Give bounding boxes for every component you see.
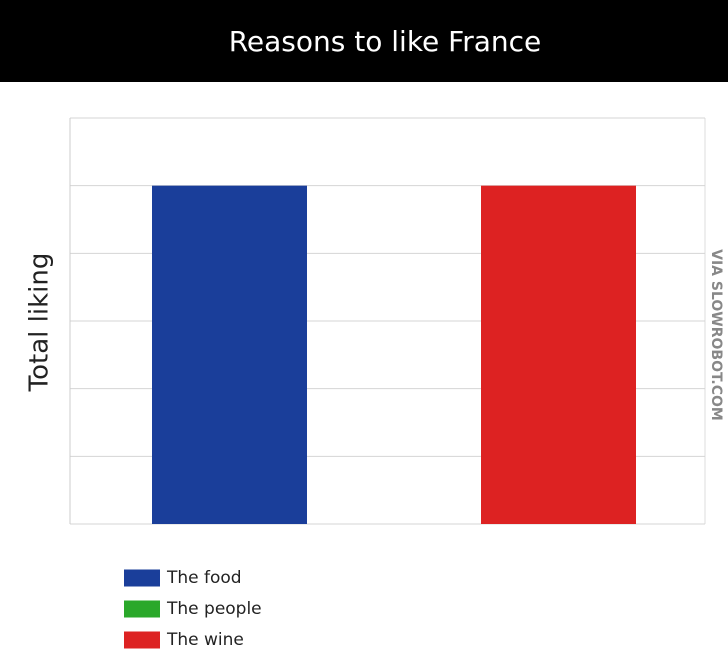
watermark: VIA SLOWROBOT.COM [708,249,724,421]
legend-label: The people [166,599,262,619]
chart-title: Reasons to like France [229,25,542,58]
legend-label: The food [166,568,242,588]
legend-label: The wine [166,630,244,650]
bar [152,185,307,524]
title-bar [0,0,728,82]
bar [481,185,636,524]
legend-swatch [124,631,160,649]
legend-swatch [124,569,160,587]
legend-swatch [124,600,160,618]
y-axis-label: Total liking [25,253,55,393]
